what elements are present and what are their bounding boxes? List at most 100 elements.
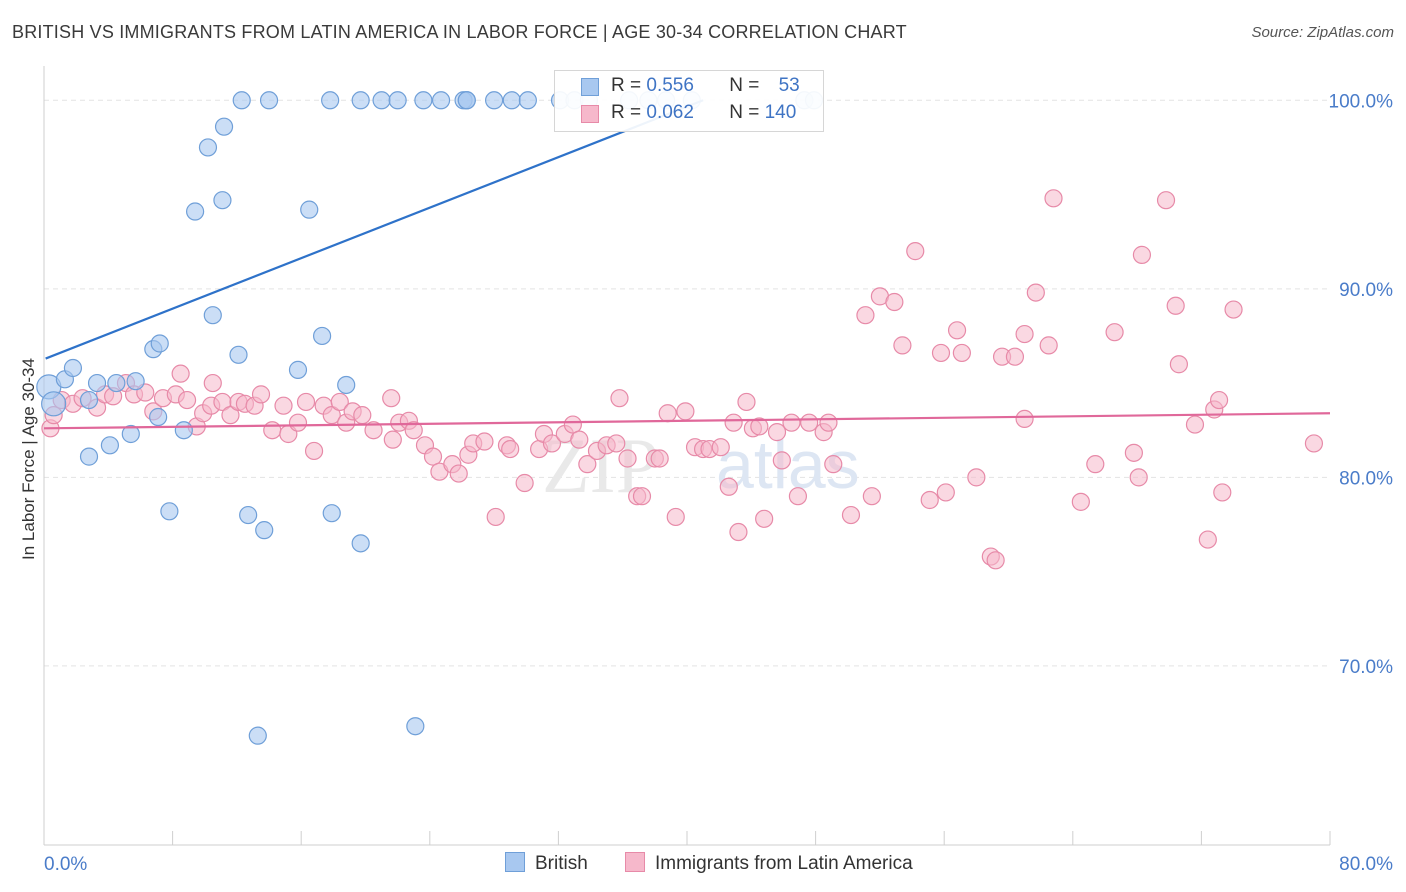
latin-point [1209,390,1229,410]
latin-point [383,430,402,449]
british-point [232,91,251,110]
latin-point [1071,492,1090,511]
latin-point [1166,296,1185,315]
british-point [87,373,107,393]
y-tick-label: 80.0% [1339,468,1393,489]
correlation-legend: R = 0.556 N = 53 R = 0.062 N = 140 [554,70,824,132]
british-point [79,447,99,466]
latin-point [486,507,505,527]
latin-point [1039,336,1058,355]
axis-labels: 70.0% 80.0% 90.0% 100.0% 0.0% 80.0% In Labor F… [19,91,1393,875]
british-point [186,202,205,221]
latin-point [1026,283,1045,302]
bottom-legend-latin: Immigrants from Latin America [625,852,913,875]
british-point [351,534,370,553]
latin-point [719,477,738,496]
legend-r-label: R = [611,102,647,123]
latin-point [515,473,534,493]
latin-point [1213,483,1232,502]
latin-point [676,402,695,421]
latin-point [1044,189,1063,208]
latin-point [1086,455,1105,474]
bottom-legend-swatch-latin [625,852,645,872]
latin-point [274,396,293,415]
bottom-legend-british: British [505,852,588,875]
british-point [107,373,126,393]
latin-point [893,336,912,355]
latin-point [788,487,808,506]
british-point [502,91,521,110]
latin-point [750,417,769,436]
latin-point [1005,347,1025,366]
latin-point [931,343,951,363]
british-point [351,91,370,110]
legend-r-label: R = [611,75,647,96]
latin-point [737,392,756,412]
latin-point [578,455,597,474]
british-point [255,521,274,540]
y-tick-label: 100.0% [1329,91,1394,112]
latin-point [755,509,774,528]
latin-point [658,404,677,423]
british-point [518,91,537,110]
latin-point [263,421,282,440]
latin-point [1156,191,1176,210]
british-point [239,505,258,525]
british-point [198,138,218,157]
latin-point [1129,468,1148,487]
british-trend-line [45,99,704,360]
british-point [406,717,425,736]
latin-point [382,389,401,408]
latin-point [288,413,308,432]
british-point [312,326,332,346]
latin-point [330,392,349,412]
trend-lines [43,99,1331,430]
x-tick-label: 0.0% [44,854,87,875]
legend-n-value: 140 [764,102,797,123]
latin-point [862,487,881,506]
latin-point [1015,409,1034,429]
latin-point [724,413,743,432]
british-point [63,358,83,378]
latin-point [251,385,271,404]
british-point [100,436,120,455]
latin-point [171,364,190,383]
legend-r-value: 0.062 [646,102,694,123]
british-point [457,91,476,110]
latin-point [449,464,468,483]
legend-n-label: N = [729,75,765,96]
bottom-legend-label-british: British [535,853,588,874]
latin-point [947,321,967,340]
chart-title: BRITISH VS IMMIGRANTS FROM LATIN AMERICA… [12,22,907,42]
british-point [388,91,407,110]
latin-point [1304,434,1324,453]
british-point [372,91,391,110]
british-point [214,117,234,136]
latin-point [203,373,222,393]
latin-point [570,430,589,449]
latin-point [666,507,685,527]
latin-point [767,423,787,442]
latin-point [1124,443,1143,462]
british-point [213,191,232,210]
latin-point [936,483,955,502]
british-point [126,372,145,391]
bottom-legend-swatch-british [505,852,525,872]
latin-point [920,490,939,510]
latin-trend-line [43,412,1331,430]
latin-point [1169,355,1188,374]
british-point [41,391,67,417]
legend-row-latin: R = 0.062 N = 140 [581,102,796,124]
british-point [203,306,222,325]
y-tick-label: 90.0% [1339,280,1393,301]
latin-point [475,432,494,451]
bottom-legend-label-latin: Immigrants from Latin America [655,853,913,874]
british-point [149,407,168,427]
latin-point [607,434,626,453]
british-point [150,334,169,353]
latin-america-points [41,189,1324,570]
latin-point [632,487,652,506]
latin-point [729,522,748,542]
latin-point [856,306,875,325]
british-point [300,200,319,219]
